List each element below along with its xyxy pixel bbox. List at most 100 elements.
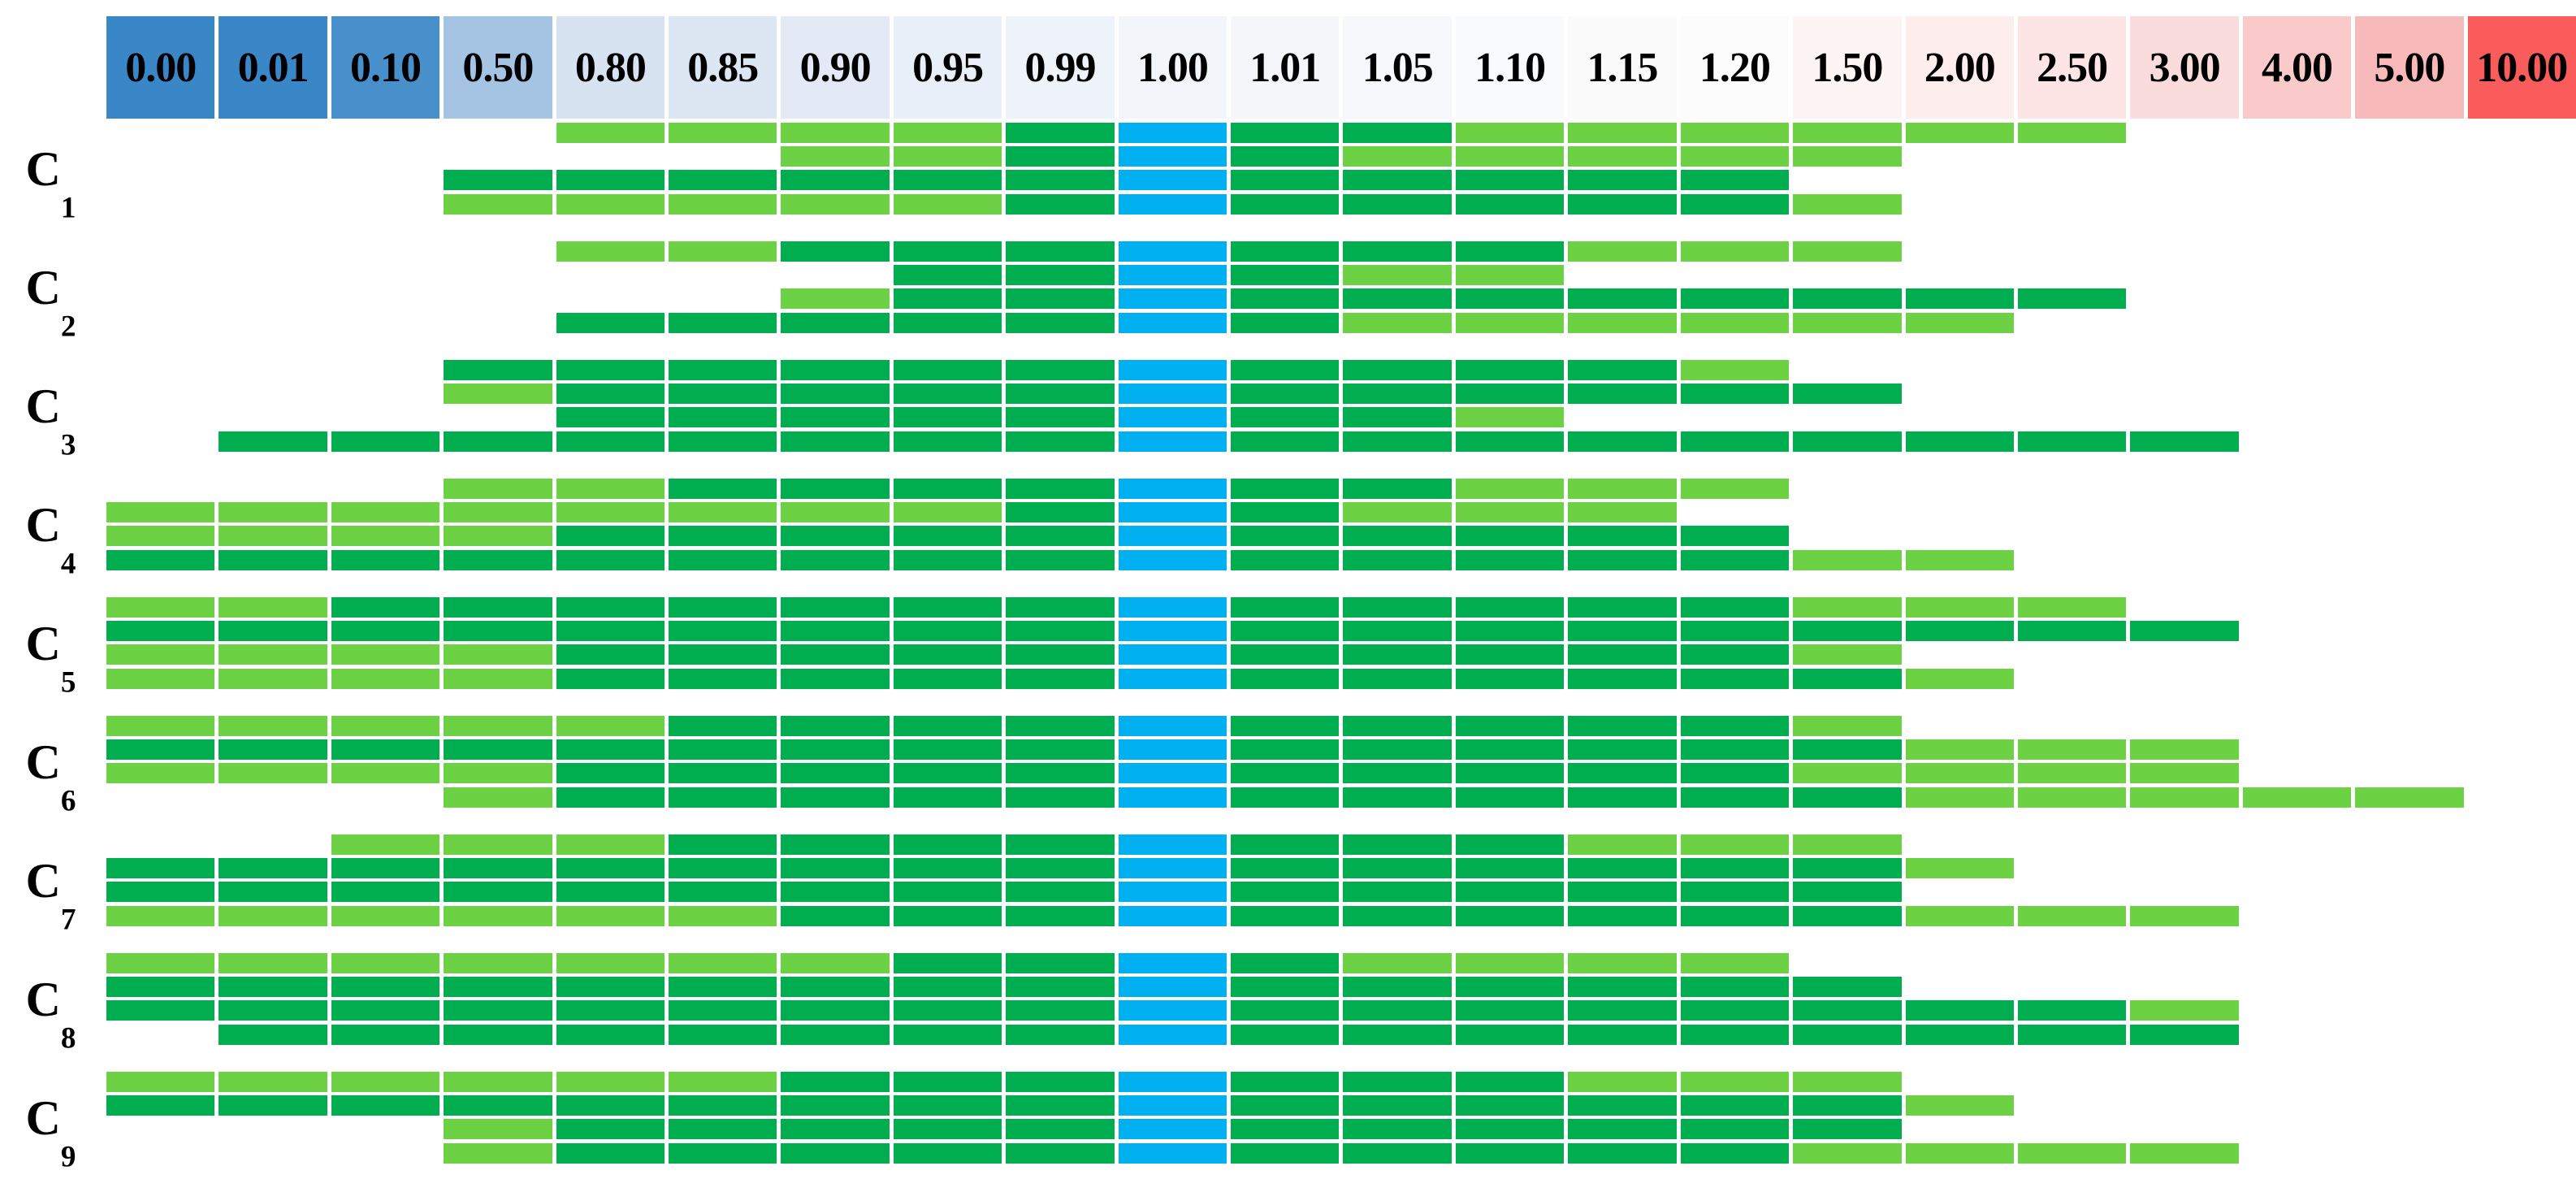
heatmap-cell [1006,953,1115,973]
heatmap-cell [444,621,552,641]
heatmap-cell [219,977,327,997]
heatmap-cell [1118,265,1227,285]
heatmap-cell [1680,1095,1790,1116]
heatmap-cell [1455,621,1565,641]
heatmap-cell [2018,241,2126,262]
heatmap-cell [106,858,215,878]
heatmap-cell [893,146,1002,167]
heatmap-cell [893,763,1002,783]
heatmap-cell [444,906,552,926]
heatmap-cell [1231,1025,1340,1045]
heatmap-cell [1118,669,1227,689]
heatmap-cell [2468,1095,2576,1116]
heatmap-cell [2468,1119,2576,1139]
heatmap-cell [1793,669,1902,689]
heatmap-cell [331,1119,439,1139]
heatmap-cell [669,313,777,333]
heatmap-cell [556,479,665,499]
heatmap-cell [1681,407,1789,427]
heatmap-cell [2468,288,2576,309]
row-label-text: C [25,853,61,908]
heatmap-cell [1906,170,2014,190]
heatmap-cell [1006,550,1115,570]
heatmap-cell [1006,1072,1115,1092]
row-label-text: C [25,616,61,670]
heatmap-cell [556,123,665,143]
heatmap-cell [1455,170,1565,190]
heatmap-bar-row [106,787,2576,808]
heatmap-cell [2468,170,2576,190]
heatmap-cell [1343,1000,1452,1021]
heatmap-cell [2017,1000,2127,1021]
heatmap-cell [2130,1119,2238,1139]
heatmap-cell [893,787,1002,808]
header-cell-label: 1.00 [1136,44,1209,91]
heatmap-cell [556,502,665,522]
heatmap-cell [219,407,327,427]
heatmap-cell [1680,170,1790,190]
heatmap-cell [1343,906,1452,926]
heatmap-cell [2355,407,2463,427]
heatmap-cell [1793,597,1902,618]
heatmap-cell [2018,313,2126,333]
heatmap-cell [1905,906,2014,926]
heatmap-cell [1006,906,1115,926]
heatmap-cell [1455,1095,1565,1116]
header-cell-label: 10.00 [2476,44,2568,91]
heatmap-cell [1231,644,1340,665]
heatmap-cell [556,977,665,997]
heatmap-cell [1455,669,1565,689]
heatmap-cell [219,882,327,902]
heatmap-cell [556,1025,665,1045]
heatmap-cell [1905,1095,2014,1116]
heatmap-cell [556,194,665,215]
heatmap-cell [1231,1000,1340,1021]
heatmap-cell [1118,313,1227,333]
heatmap-cell [2243,550,2351,570]
heatmap-cell [1118,858,1227,878]
heatmap-cell [556,170,665,190]
heatmap-cell [556,858,665,878]
header-cell: 0.00 [106,16,215,119]
heatmap-cell [893,858,1002,878]
heatmap-cell [1118,1095,1227,1116]
heatmap-cell [444,431,552,452]
heatmap-cell [331,431,440,452]
header-cell: 0.95 [893,16,1002,119]
heatmap-cell [781,621,890,641]
heatmap-cell [669,787,777,808]
heatmap-cell [2243,431,2351,452]
heatmap-bar-row [106,550,2576,570]
row-label-text: C [25,497,61,552]
heatmap-cell [556,669,665,689]
heatmap-cell [1455,763,1565,783]
heatmap-cell [2243,146,2351,167]
heatmap-cell [106,1025,214,1045]
heatmap-cell [219,1025,327,1045]
heatmap-cell [331,1072,440,1092]
heatmap-cell [331,502,440,522]
heatmap-cell [1343,502,1452,522]
heatmap-cell [106,834,214,855]
header-cell-label: 1.05 [1362,44,1434,91]
heatmap-cell [1568,882,1677,902]
heatmap-cell [781,763,890,783]
header-cell: 0.85 [669,16,777,119]
heatmap-cell [781,787,890,808]
heatmap-bar-row [106,716,2576,736]
heatmap-cell [1793,716,1902,736]
heatmap-cell [106,977,215,997]
heatmap-cell [781,882,890,902]
heatmap-cell [1118,906,1227,926]
heatmap-cell [444,170,552,190]
heatmap-cell [331,882,440,902]
heatmap-cell [2130,716,2238,736]
heatmap-cell [2130,906,2239,926]
heatmap-cell [1006,1095,1115,1116]
heatmap-cell [1568,1095,1677,1116]
heatmap-cell [1455,1072,1565,1092]
heatmap-cell [444,1095,552,1116]
heatmap-cell [219,170,327,190]
